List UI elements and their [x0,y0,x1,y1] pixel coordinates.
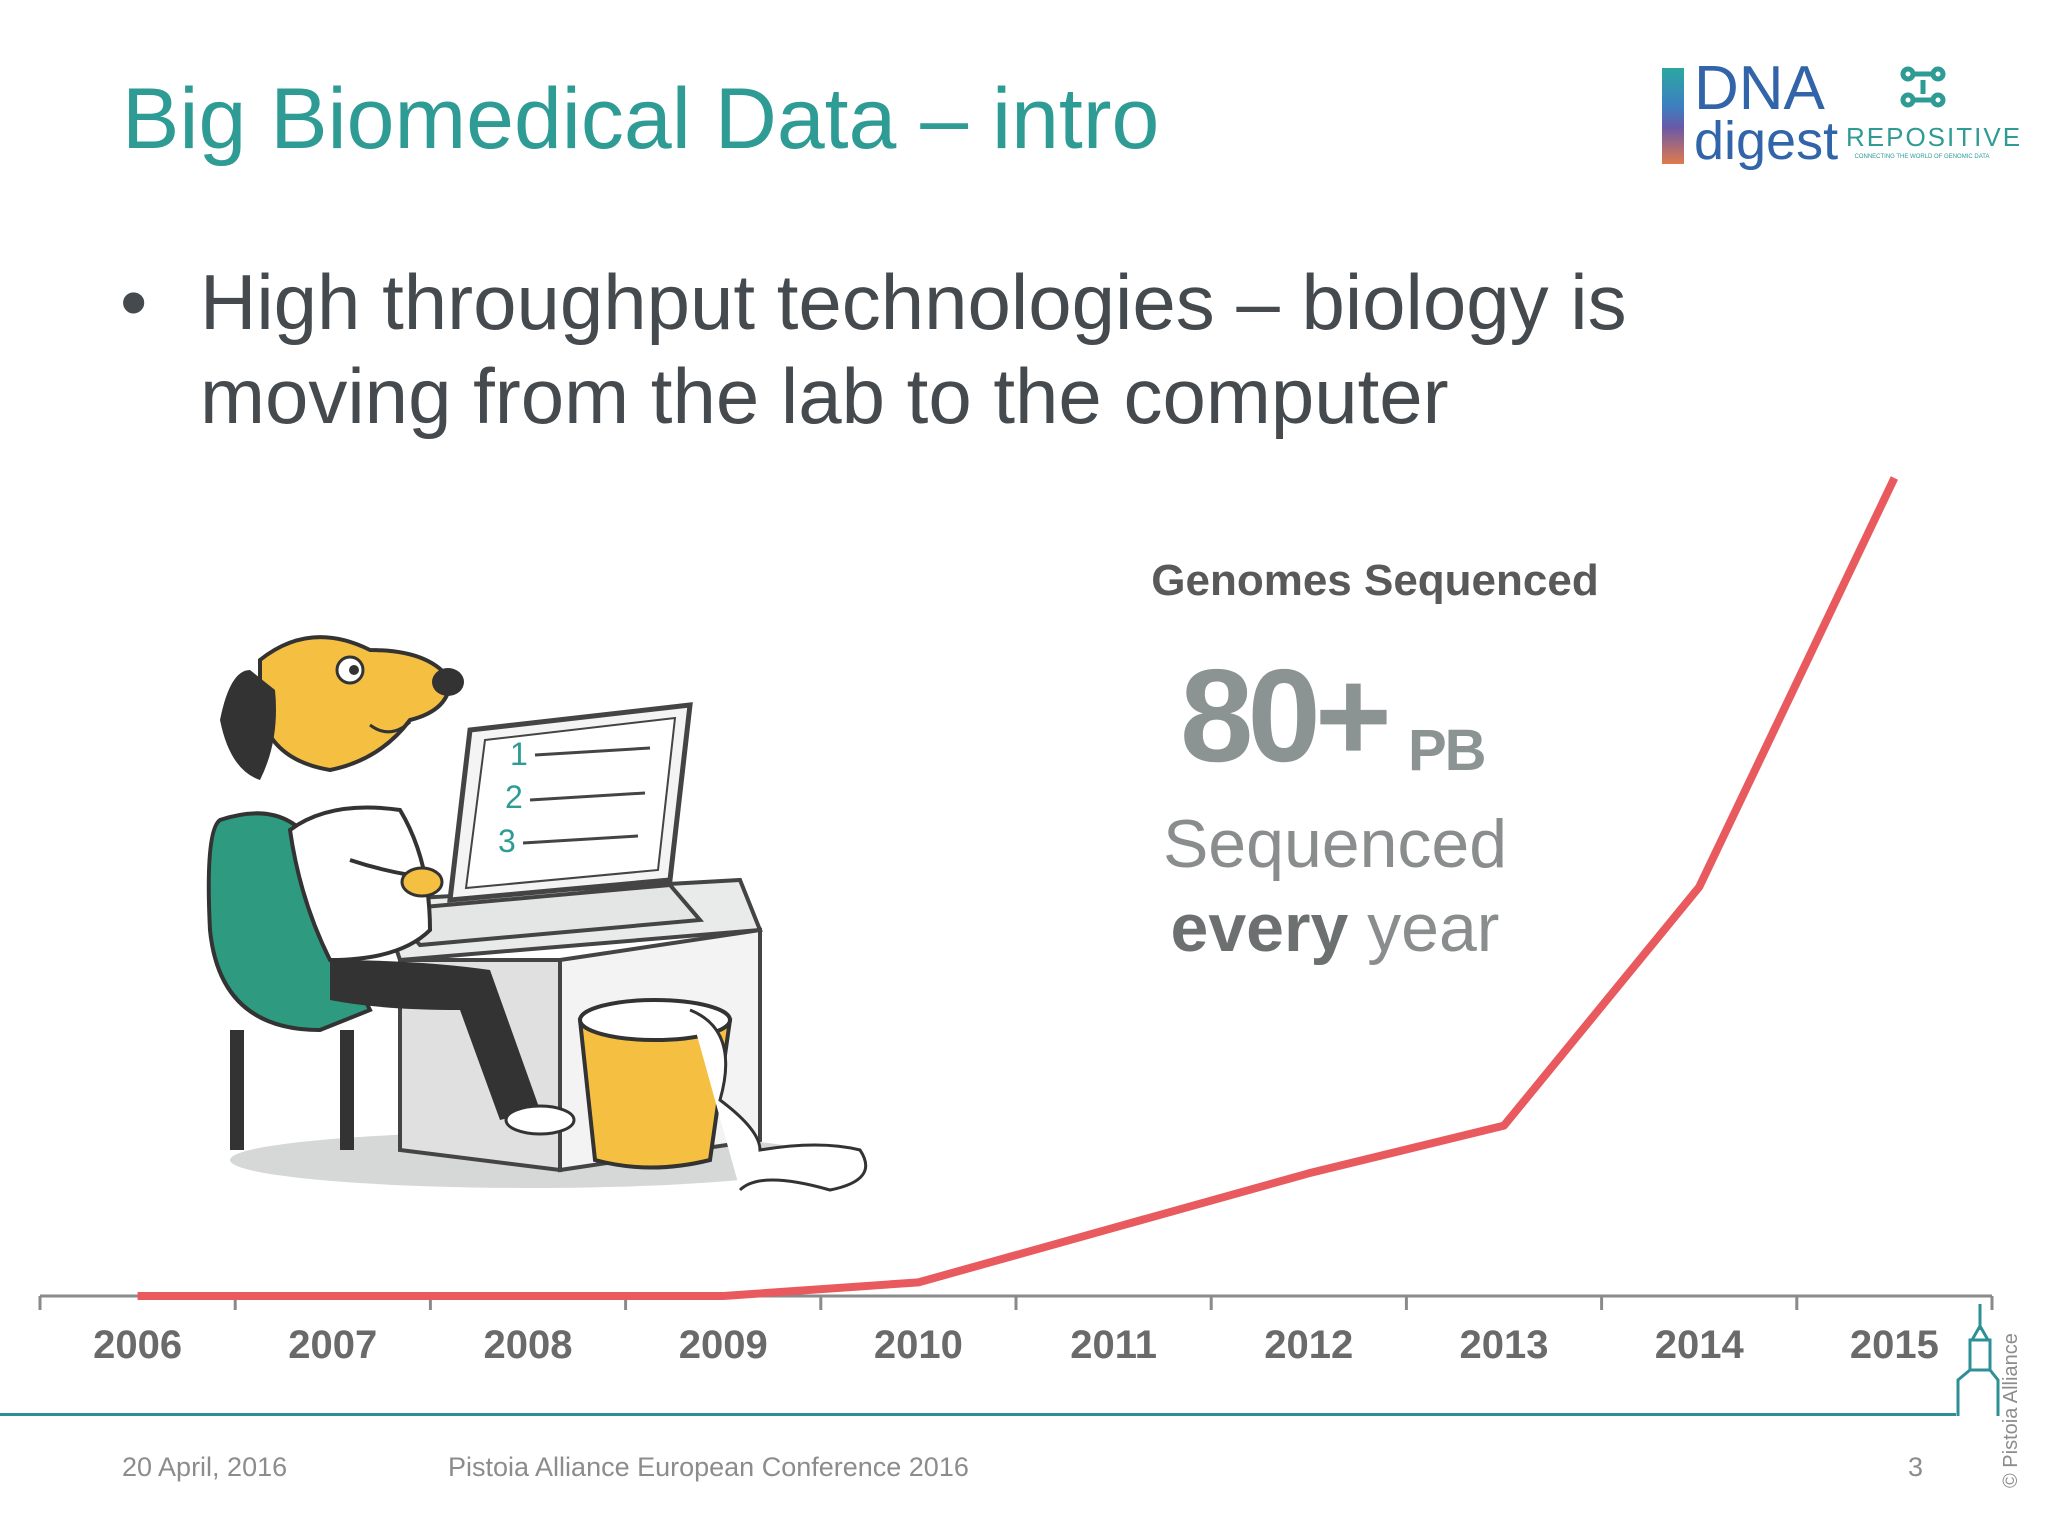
kpi-line-sequenced: Sequenced [1162,806,1508,882]
footer-rule [0,1413,1956,1416]
footer-date: 20 April, 2016 [122,1452,288,1482]
slide-title: Big Biomedical Data – intro [122,71,1160,167]
x-tick-label-2008: 2008 [484,1323,573,1367]
bullet-marker: • [120,258,148,346]
footer-copyright: © Pistoia Alliance [2000,1333,2022,1488]
repositive-icon [1900,66,1946,108]
dog-at-laptop-illustration: 1 2 3 [206,635,868,1192]
kpi-line-every-year: every year [1110,894,1560,962]
x-tick-label-2012: 2012 [1264,1323,1353,1367]
tower-icon [1956,1304,2000,1416]
kpi-unit: PB [1408,718,1487,783]
x-tick-label-2013: 2013 [1460,1323,1549,1367]
repositive-logo-tagline: CONNECTING THE WORLD OF GENOMIC DATA [1854,154,1990,160]
screen-number-2: 2 [505,779,523,815]
dna-digest-color-bar [1662,68,1684,164]
series-line [137,476,1899,1300]
kpi-line-every: every [1170,890,1349,966]
footer-conference: Pistoia Alliance European Conference 201… [448,1452,969,1482]
footer-page-number: 3 [1908,1452,1924,1482]
x-tick-label-2010: 2010 [874,1323,963,1367]
genomes-line-chart: 2006 2007 2008 2009 2010 2011 2012 2013 2014 2015 [38,476,1994,1367]
x-tick-label-2011: 2011 [1070,1323,1157,1367]
chart-caption: Genomes Sequenced [1151,556,1599,605]
x-tick-label-2015: 2015 [1850,1323,1939,1367]
kpi-value: 80+ [1180,642,1392,789]
dna-digest-logo: DNA digest [1662,58,1838,174]
screen-number-3: 3 [498,823,516,859]
x-axis-labels: 2006 2007 2008 2009 2010 2011 2012 2013 2014 2015 [93,1323,1939,1367]
x-tick-label-2006: 2006 [93,1323,182,1367]
repositive-logo: REPOSITIVE CONNECTING THE WORLD OF GENOM… [1846,64,2023,164]
dna-digest-logo-word: DNA [1694,54,1825,123]
x-tick-label-2007: 2007 [288,1323,377,1367]
x-tick-label-2009: 2009 [679,1323,768,1367]
repositive-logo-word: REPOSITIVE [1846,122,2023,152]
bullet-text: High throughput technologies – biology i… [200,258,1627,440]
x-tick-label-2014: 2014 [1655,1323,1745,1367]
kpi-line-year: year [1348,890,1500,966]
screen-number-1: 1 [510,736,528,772]
dna-digest-logo-sub: digest [1694,111,1839,171]
